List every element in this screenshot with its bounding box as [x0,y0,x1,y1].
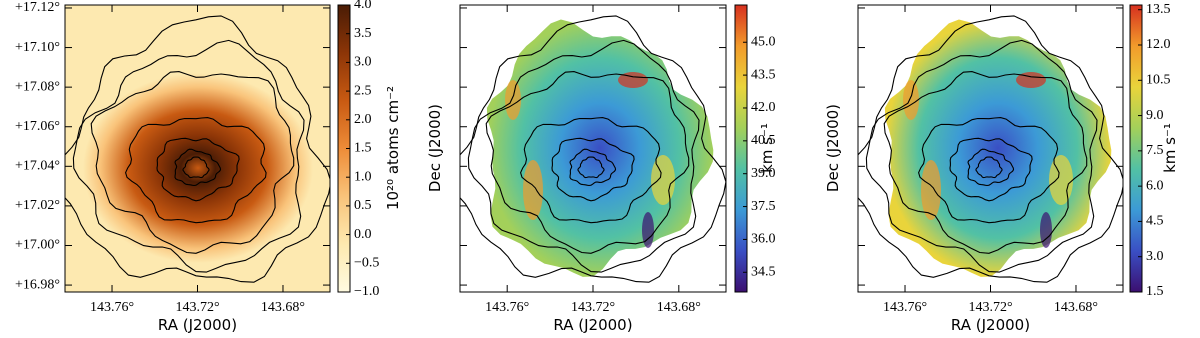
map-emission [486,19,714,277]
colorbar-tick-label: 9.0 [1146,108,1164,123]
colorbar-tick-label: 2.0 [354,112,372,127]
colorbar-tick-label: 45.0 [751,34,776,49]
colorbar-tick-label: 2.5 [354,83,372,98]
colorbar-label: km s⁻¹ [1161,123,1179,173]
contour [125,117,267,224]
map-patch [523,160,543,220]
map-patch [642,212,654,248]
map-patch [1049,155,1073,205]
contour [569,148,617,187]
contour [949,137,1033,202]
contour [485,71,690,254]
colorbar-tick-label: 3.0 [1146,249,1164,264]
x-axis-label: RA (J2000) [158,316,237,334]
x-tick-label: 143.76° [883,300,927,315]
colorbar-tick-label: 0.5 [354,198,372,213]
x-tick-label: 143.76° [90,300,134,315]
colorbar-tick-label: 4.5 [1146,214,1164,229]
contour [182,156,210,179]
map-patch [651,155,675,205]
colorbar-tick-label: 3.5 [354,26,372,41]
colorbar-tick-label: 12.0 [1146,37,1171,52]
contour [90,71,295,254]
colorbar-tick-label: 37.5 [751,199,776,214]
map-patch [921,160,941,220]
contour [577,156,605,179]
y-tick-label: +17.00° [15,238,60,253]
colorbar-label: 10²⁰ atoms cm⁻² [384,86,402,210]
x-tick-label: 143.72° [571,300,615,315]
colorbar-tick-label: 0.0 [354,227,372,242]
x-axis-label: RA (J2000) [553,316,632,334]
colorbar-tick-label: 10.5 [1146,72,1171,87]
x-tick-label: 143.68° [657,300,701,315]
contour [918,117,1060,224]
x-tick-label: 143.72° [968,300,1012,315]
colorbar-tick-label: 40.5 [751,133,776,148]
map [65,5,330,292]
colorbar-tick-label: 13.5 [1146,2,1171,17]
y-tick-label: +16.98° [15,277,60,292]
colorbar-tick-label: −0.5 [354,256,379,271]
x-tick-label: 143.68° [261,300,305,315]
colorbar-tick-label: 3.0 [354,55,372,70]
colorbar-tick-label: 4.0 [354,0,372,12]
contour [72,39,305,273]
colorbar-tick-label: 39.0 [751,166,776,181]
y-tick-label: +17.12° [15,0,60,15]
map [858,15,1123,283]
contour [967,148,1015,187]
colorbar-tick-label: 42.0 [751,100,776,115]
y-tick-label: +17.06° [15,119,60,134]
map-patch [505,80,521,120]
y-tick-label: +17.02° [15,198,60,213]
colorbar-tick-label: 1.5 [354,141,372,156]
map-patch [1016,72,1046,88]
colorbar [1129,4,1143,293]
y-axis-label: Dec (J2000) [824,104,842,192]
colorbar-tick-label: 1.5 [1146,284,1164,299]
map-patch [618,72,648,88]
map [460,15,726,283]
colorbar-tick-label: 7.5 [1146,143,1164,158]
y-tick-label: +17.10° [15,40,60,55]
contour [858,15,1123,283]
y-axis-label: Dec (J2000) [426,104,444,192]
colorbar-tick-label: 34.5 [751,265,776,280]
colorbar-label: km s⁻¹ [758,123,776,173]
contour [551,137,635,202]
x-axis-label: RA (J2000) [951,316,1030,334]
map-patch [1040,212,1052,248]
contour [883,71,1088,254]
contour [865,39,1098,273]
x-tick-label: 143.68° [1054,300,1098,315]
contour [156,137,240,202]
x-tick-label: 143.72° [175,300,219,315]
y-tick-label: +17.04° [15,159,60,174]
colorbar-tick-label: 43.5 [751,67,776,82]
map-emission [884,19,1112,277]
contour [975,156,1003,179]
colorbar-tick-label: −1.0 [354,284,379,299]
contour [65,15,330,283]
colorbar-tick-label: 1.0 [354,169,372,184]
colorbar-tick-label: 36.0 [751,232,776,247]
map-patch [903,80,919,120]
y-tick-label: +17.08° [15,79,60,94]
contour [520,117,662,224]
colorbar-tick-label: 6.0 [1146,178,1164,193]
colorbar [734,4,748,293]
contour [174,148,222,187]
contour [467,39,700,273]
contour [460,15,726,283]
x-tick-label: 143.76° [485,300,529,315]
